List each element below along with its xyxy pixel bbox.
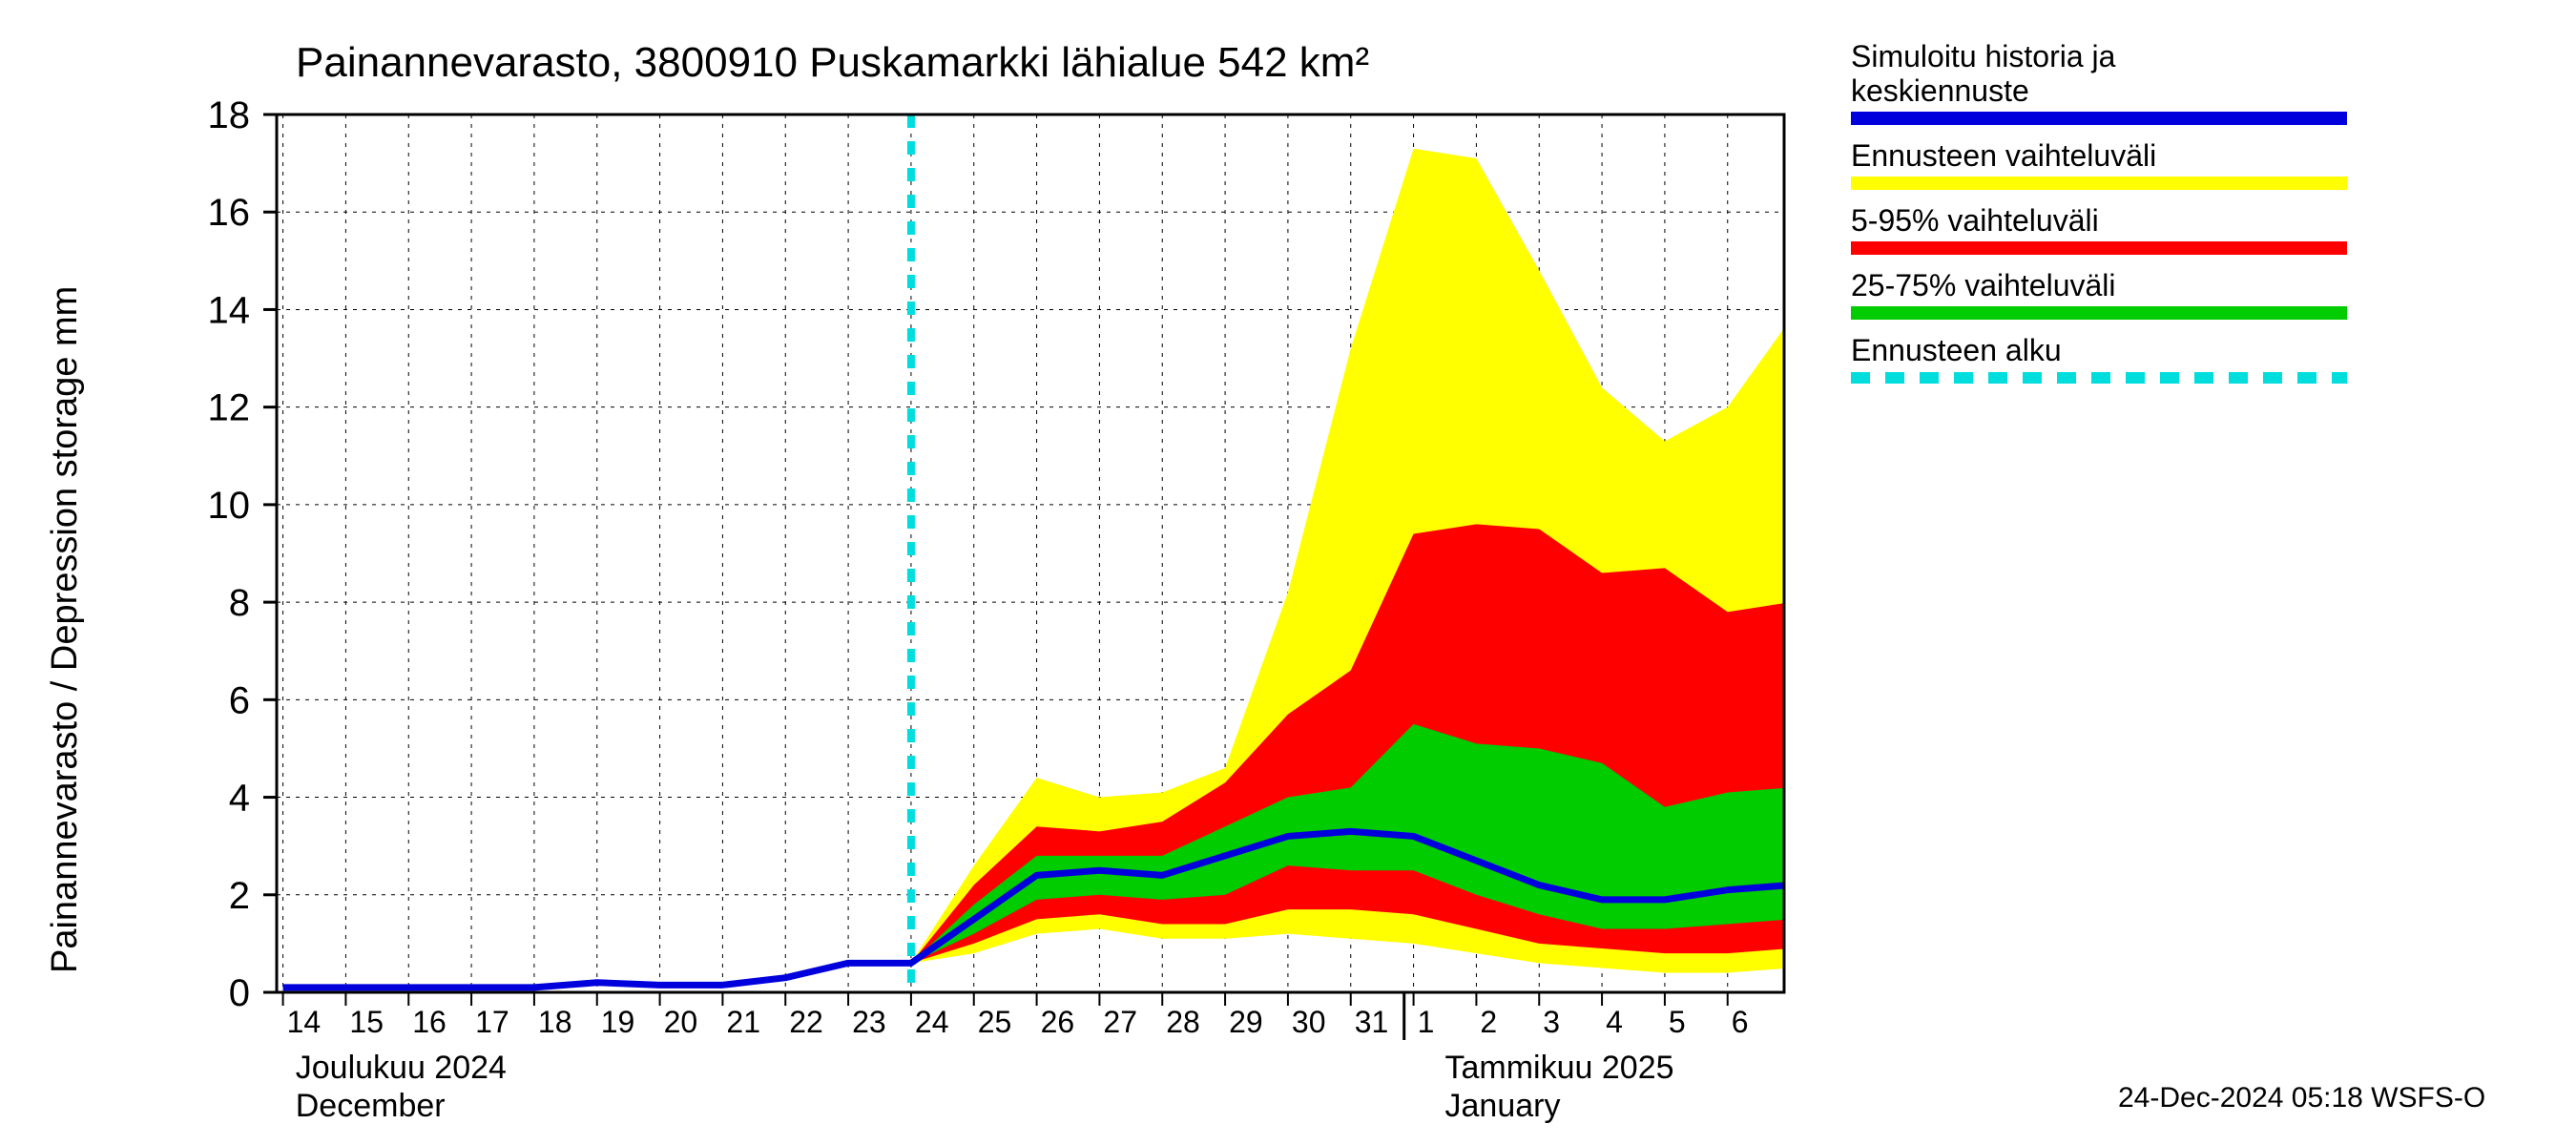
month-label-bottom: December <box>296 1088 446 1124</box>
x-tick-label: 28 <box>1166 1005 1200 1039</box>
x-tick-label: 19 <box>601 1005 635 1039</box>
chart-svg: 0246810121416181415161718192021222324252… <box>0 0 2576 1145</box>
month-label-top: Tammikuu 2025 <box>1445 1050 1674 1086</box>
x-tick-label: 25 <box>978 1005 1012 1039</box>
y-axis-label: Painannevarasto / Depression storage mm <box>45 286 85 973</box>
x-tick-label: 6 <box>1732 1005 1749 1039</box>
footer-timestamp: 24-Dec-2024 05:18 WSFS-O <box>2118 1082 2485 1114</box>
y-tick-label: 2 <box>229 875 250 917</box>
x-tick-label: 22 <box>789 1005 823 1039</box>
y-tick-label: 16 <box>208 192 251 234</box>
x-tick-label: 4 <box>1606 1005 1623 1039</box>
x-tick-label: 23 <box>852 1005 886 1039</box>
x-tick-label: 1 <box>1418 1005 1435 1039</box>
y-tick-label: 18 <box>208 94 251 136</box>
x-tick-label: 16 <box>412 1005 447 1039</box>
x-tick-label: 5 <box>1669 1005 1686 1039</box>
y-tick-label: 10 <box>208 485 251 527</box>
legend-label: Ennusteen vaihteluväli <box>1851 138 2156 173</box>
chart-title: Painannevarasto, 3800910 Puskamarkki läh… <box>296 39 1369 86</box>
x-tick-label: 21 <box>726 1005 760 1039</box>
x-tick-label: 18 <box>538 1005 572 1039</box>
x-tick-label: 24 <box>915 1005 949 1039</box>
legend-label: Ennusteen alku <box>1851 333 2062 367</box>
y-tick-label: 0 <box>229 972 250 1014</box>
legend-label: 5-95% vaihteluväli <box>1851 203 2099 238</box>
y-tick-label: 8 <box>229 582 250 624</box>
month-label-bottom: January <box>1445 1088 1561 1124</box>
x-tick-label: 31 <box>1355 1005 1389 1039</box>
y-tick-label: 12 <box>208 387 251 429</box>
x-tick-label: 29 <box>1229 1005 1263 1039</box>
x-tick-label: 26 <box>1041 1005 1075 1039</box>
legend-label: 25-75% vaihteluväli <box>1851 268 2116 302</box>
month-label-top: Joulukuu 2024 <box>296 1050 507 1086</box>
x-tick-label: 17 <box>475 1005 509 1039</box>
x-tick-label: 20 <box>664 1005 698 1039</box>
legend-label: Simuloitu historia ja <box>1851 39 2116 73</box>
x-tick-label: 14 <box>287 1005 322 1039</box>
chart-container: 0246810121416181415161718192021222324252… <box>0 0 2576 1145</box>
y-tick-label: 14 <box>208 289 251 331</box>
legend-label: keskiennuste <box>1851 73 2029 108</box>
x-tick-label: 27 <box>1103 1005 1137 1039</box>
x-tick-label: 15 <box>349 1005 384 1039</box>
x-tick-label: 3 <box>1543 1005 1560 1039</box>
y-tick-label: 4 <box>229 778 250 820</box>
y-tick-label: 6 <box>229 679 250 721</box>
x-tick-label: 2 <box>1480 1005 1497 1039</box>
x-tick-label: 30 <box>1292 1005 1326 1039</box>
